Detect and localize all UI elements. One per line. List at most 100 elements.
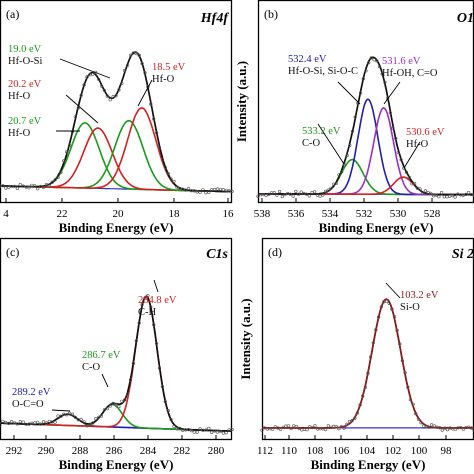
raw-data-point [430,423,434,427]
raw-data-point [82,83,86,87]
raw-data-point [201,428,205,433]
raw-data-point [448,426,452,430]
annotation-leader [65,94,99,124]
raw-data-point [213,429,217,433]
raw-data-point [438,426,442,430]
raw-data-point [377,315,381,319]
x-tick-label: 106 [333,445,350,457]
raw-data-point [27,422,31,426]
raw-data-point [12,421,17,425]
raw-data-point [363,385,368,389]
raw-data-point [419,421,423,425]
raw-data-point [224,188,228,192]
axes-frame [261,237,474,441]
raw-data-point [155,131,159,135]
x-tick-label: 534 [322,208,339,220]
raw-data-point [403,371,407,375]
annotation-energy: 531.6 eV [382,56,421,67]
raw-data-point [99,414,104,418]
raw-data-point [340,170,344,174]
raw-data-point [146,294,150,298]
raw-data-point [184,188,188,192]
raw-data-point [105,407,109,411]
panel-title: Hf4f [200,11,230,26]
raw-data-point [361,394,365,398]
raw-data-point [169,418,173,422]
raw-data-point [38,184,43,189]
raw-data-point [181,428,185,432]
raw-data-point [215,430,220,434]
raw-data-point [15,422,20,426]
raw-data-point [467,425,471,429]
annotation-assignment: Hf-O [152,74,175,85]
raw-data-point [342,163,347,167]
raw-data-point [215,187,220,191]
raw-data-point [353,416,357,420]
raw-data-point [297,426,301,431]
raw-data-point [172,424,176,429]
panel-a: 4 22 20 18 16 Binding Energy (eV) (a) Hf4f 19.0 … [0,0,234,235]
raw-data-point [395,328,399,333]
raw-data-point [291,194,295,198]
peak-annotation: 286.7 eV C-O [82,350,121,373]
raw-data-point [281,425,285,429]
peak-component-1 [262,298,474,429]
raw-data-point [411,402,415,407]
x-tick-label: 282 [174,445,191,457]
raw-data-point [379,305,383,309]
raw-data-point [275,193,279,197]
raw-data-point [30,421,34,425]
raw-data-point [157,366,162,370]
raw-data-point [149,305,153,309]
raw-data-point [366,371,370,375]
x-tick-label: 538 [254,208,271,220]
raw-data-point [91,421,95,425]
raw-data-point [422,424,426,428]
annotation-assignment: Hf-O-Si, Si-O-C [288,66,358,77]
annotation-assignment: C-O [302,138,321,149]
annotation-leader [403,141,421,169]
panel-title: Si 2 [452,247,474,262]
raw-data-point [88,422,92,427]
raw-data-point [21,184,25,188]
annotation-energy: 20.2 eV [8,79,42,90]
raw-data-point [371,341,375,345]
raw-data-point [186,187,191,191]
raw-data-point [12,184,17,188]
raw-data-point [339,425,344,429]
raw-data-point [374,328,378,332]
x-tick-label: 108 [307,445,324,457]
raw-data-point [79,93,83,97]
panel-letter: (c) [6,245,19,259]
raw-data-point [450,194,455,198]
raw-data-point [432,424,436,428]
peak-component-2 [258,98,474,196]
raw-data-point [453,195,457,199]
raw-data-point [267,192,271,196]
raw-data-point [467,190,471,195]
annotation-assignment: Hf-O-Si [8,56,42,67]
x-tick-label: 22 [57,208,68,220]
annotation-assignment: Si-O [400,302,420,313]
raw-data-point [321,193,325,197]
raw-data-point [96,77,101,81]
raw-data-point [443,426,447,430]
raw-data-point [221,431,225,435]
raw-data-point [310,425,315,430]
raw-data-point [114,94,118,98]
raw-data-point [152,323,156,327]
raw-data-point [134,339,138,343]
raw-data-point [227,428,231,432]
raw-data-point [230,427,234,432]
raw-data-point [375,59,379,63]
raw-data-point [79,417,83,422]
x-tick-label: 528 [424,208,441,220]
raw-data-point [263,426,267,430]
raw-data-point [289,426,293,431]
annotation-assignment: Hf-O [8,91,31,102]
raw-data-point [53,420,57,424]
x-tick-label: 284 [140,445,157,457]
x-tick-label: 104 [359,445,376,457]
